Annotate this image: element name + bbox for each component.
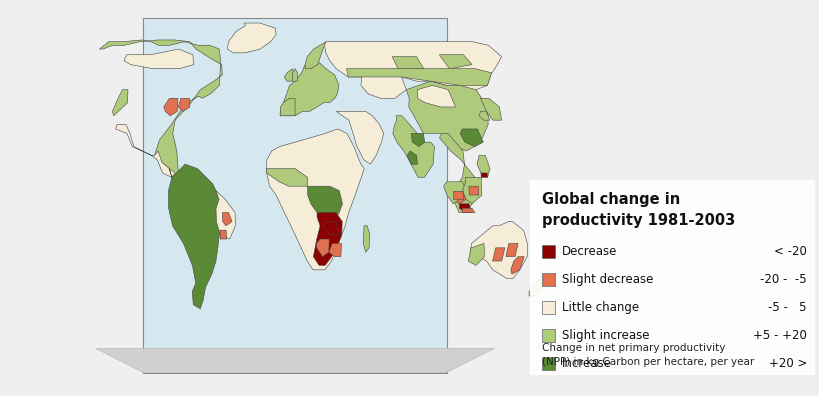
Text: +5 - +20: +5 - +20 bbox=[752, 329, 806, 342]
Polygon shape bbox=[478, 111, 489, 120]
Bar bbox=[541, 245, 554, 258]
Polygon shape bbox=[481, 173, 487, 177]
Polygon shape bbox=[336, 111, 383, 164]
Polygon shape bbox=[392, 116, 434, 177]
Polygon shape bbox=[328, 244, 341, 257]
Polygon shape bbox=[363, 226, 369, 252]
Polygon shape bbox=[168, 164, 222, 309]
FancyBboxPatch shape bbox=[529, 180, 814, 375]
Text: Slight increase: Slight increase bbox=[561, 329, 649, 342]
Polygon shape bbox=[313, 213, 342, 265]
Polygon shape bbox=[280, 61, 338, 116]
Text: Increase: Increase bbox=[561, 357, 611, 370]
Polygon shape bbox=[480, 98, 501, 120]
Polygon shape bbox=[178, 98, 190, 111]
Polygon shape bbox=[391, 57, 423, 69]
Polygon shape bbox=[124, 49, 193, 69]
Polygon shape bbox=[316, 239, 328, 257]
Bar bbox=[541, 273, 554, 286]
Polygon shape bbox=[324, 42, 501, 89]
Polygon shape bbox=[505, 244, 518, 257]
Polygon shape bbox=[443, 182, 465, 204]
Text: +20 >: +20 > bbox=[767, 357, 806, 370]
Polygon shape bbox=[284, 69, 295, 81]
Polygon shape bbox=[222, 213, 232, 226]
Polygon shape bbox=[410, 133, 424, 147]
Polygon shape bbox=[227, 23, 276, 53]
Polygon shape bbox=[459, 129, 482, 147]
Text: Little change: Little change bbox=[561, 301, 638, 314]
Polygon shape bbox=[510, 257, 523, 274]
Polygon shape bbox=[280, 98, 295, 116]
Polygon shape bbox=[417, 86, 455, 107]
Polygon shape bbox=[292, 69, 297, 81]
Polygon shape bbox=[528, 274, 547, 296]
Bar bbox=[541, 301, 554, 314]
Text: Slight decrease: Slight decrease bbox=[561, 273, 653, 286]
Polygon shape bbox=[462, 208, 474, 213]
Polygon shape bbox=[346, 69, 491, 86]
Polygon shape bbox=[219, 230, 226, 239]
Polygon shape bbox=[469, 221, 527, 279]
Text: -5 -   5: -5 - 5 bbox=[767, 301, 806, 314]
Text: Global change in
productivity 1981-2003: Global change in productivity 1981-2003 bbox=[541, 192, 735, 228]
Polygon shape bbox=[459, 204, 471, 213]
Polygon shape bbox=[115, 125, 175, 177]
Polygon shape bbox=[477, 155, 490, 177]
Polygon shape bbox=[305, 42, 326, 69]
Text: -20 -  -5: -20 - -5 bbox=[759, 273, 806, 286]
Polygon shape bbox=[266, 169, 307, 186]
Polygon shape bbox=[439, 133, 478, 213]
Bar bbox=[541, 357, 554, 370]
Polygon shape bbox=[453, 190, 462, 200]
Polygon shape bbox=[439, 55, 472, 69]
Polygon shape bbox=[492, 248, 505, 261]
Bar bbox=[541, 329, 554, 342]
Polygon shape bbox=[323, 221, 338, 234]
Polygon shape bbox=[360, 73, 406, 98]
Text: < -20: < -20 bbox=[773, 245, 806, 258]
Polygon shape bbox=[468, 244, 484, 265]
Polygon shape bbox=[406, 81, 487, 151]
Polygon shape bbox=[112, 89, 128, 116]
Polygon shape bbox=[143, 17, 446, 373]
Polygon shape bbox=[99, 40, 222, 177]
Polygon shape bbox=[95, 348, 494, 373]
Polygon shape bbox=[462, 177, 482, 204]
Polygon shape bbox=[407, 151, 417, 164]
Polygon shape bbox=[307, 186, 342, 221]
Polygon shape bbox=[215, 190, 235, 239]
Polygon shape bbox=[453, 190, 465, 204]
Polygon shape bbox=[266, 129, 364, 270]
Text: Decrease: Decrease bbox=[561, 245, 617, 258]
Polygon shape bbox=[468, 186, 478, 195]
Polygon shape bbox=[164, 98, 178, 116]
Text: Change in net primary productivity
(NPP) in kg Carbon per hectare, per year: Change in net primary productivity (NPP)… bbox=[541, 343, 753, 367]
